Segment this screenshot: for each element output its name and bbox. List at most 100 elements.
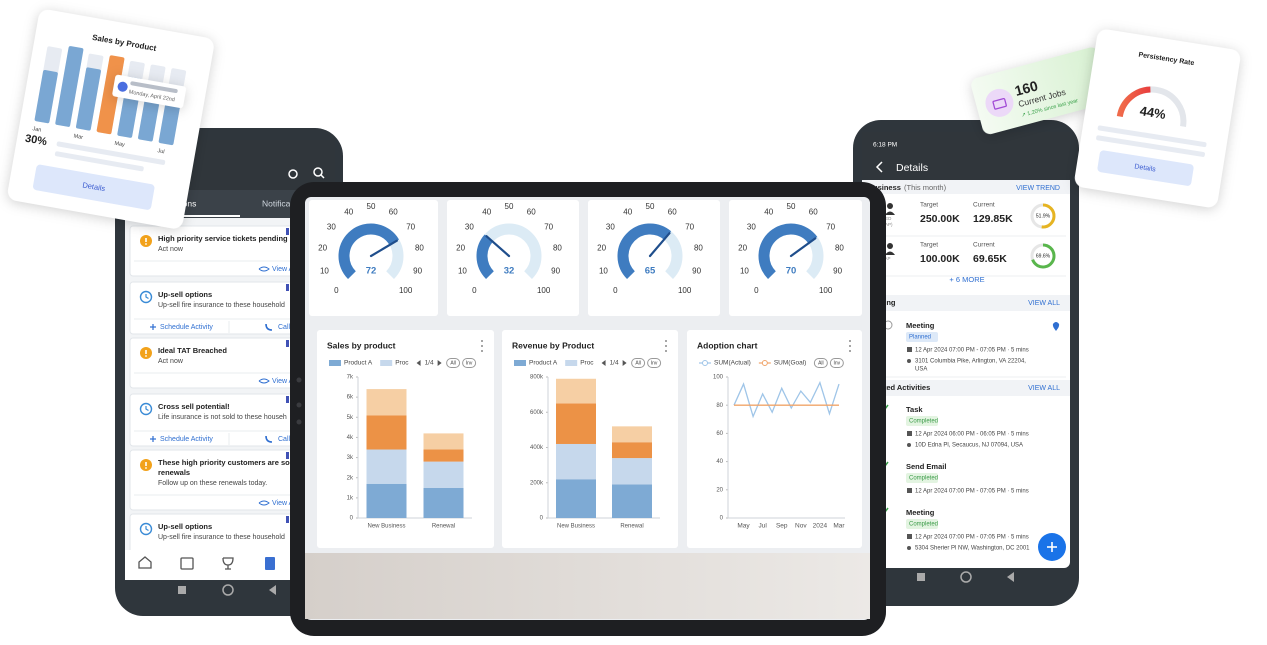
card-subtitle: Up-sell fire insurance to these househol… bbox=[158, 302, 285, 309]
x-tick-label: New Business bbox=[557, 524, 595, 530]
chart-title: Adoption chart bbox=[697, 340, 758, 350]
activity-title: Task bbox=[906, 405, 923, 414]
toggle-button[interactable] bbox=[813, 358, 828, 368]
percent: 30% bbox=[24, 133, 48, 149]
gauge-tick-label: 30 bbox=[606, 222, 615, 231]
suggestion-card: These high priority customers are soonre… bbox=[129, 449, 321, 511]
menu-dot bbox=[849, 340, 851, 342]
gauge-tick-label: 0 bbox=[334, 286, 339, 295]
status-time: 6:18 PM bbox=[873, 142, 897, 149]
current-label: Current bbox=[973, 202, 995, 209]
right-phone: 6:18 PM Details usiness (This month) VIEW TR… bbox=[853, 120, 1079, 606]
activity-address: USA bbox=[915, 367, 927, 373]
placeholder-line bbox=[1097, 125, 1207, 148]
person-icon bbox=[887, 243, 893, 249]
gauge-tick-label: 80 bbox=[553, 243, 562, 252]
card-action[interactable]: View A bbox=[272, 378, 294, 385]
gauge-fill bbox=[1116, 86, 1151, 118]
legend-swatch bbox=[565, 360, 578, 366]
card-title: renewals bbox=[158, 468, 190, 477]
gauge-tick-label: 100 bbox=[537, 286, 551, 295]
card-action[interactable]: Call bbox=[278, 324, 291, 331]
gauge-tick-label: 50 bbox=[787, 202, 796, 211]
chart-card: Revenue by Product Product A Proc 1/4 All Inv… bbox=[502, 330, 678, 548]
alert-dot bbox=[145, 243, 147, 245]
gauge-tick-label: 20 bbox=[318, 243, 327, 252]
card-title: Up-sell options bbox=[158, 290, 212, 299]
toggle-label: All bbox=[635, 360, 641, 366]
clock-icon bbox=[139, 402, 153, 416]
card-title: These high priority customers are soon bbox=[158, 458, 299, 467]
y-tick-label: 3k bbox=[347, 455, 354, 461]
card-action[interactable]: Call bbox=[278, 436, 291, 443]
legend-label: SUM(Actual) bbox=[714, 360, 751, 367]
nav-tasks bbox=[265, 557, 275, 570]
pager-next[interactable] bbox=[437, 360, 442, 366]
search-icon bbox=[313, 167, 323, 177]
sys-back bbox=[917, 573, 925, 581]
card-action[interactable]: View A bbox=[272, 266, 294, 273]
tablet: 7201020304050607080901003201020304050607… bbox=[290, 182, 886, 636]
details-button[interactable] bbox=[32, 164, 155, 210]
gauge-needle bbox=[369, 239, 398, 258]
gauge-value-arc bbox=[758, 223, 818, 279]
toggle-button[interactable] bbox=[829, 358, 844, 368]
card-action[interactable]: Schedule Activity bbox=[160, 436, 213, 443]
alert-dot bbox=[145, 467, 147, 469]
pager-prev[interactable] bbox=[601, 360, 606, 366]
pin-icon bbox=[907, 546, 911, 550]
tooltip-icon bbox=[117, 81, 128, 92]
section-period: (This month) bbox=[904, 183, 947, 192]
toggle-label: All bbox=[818, 360, 824, 366]
menu-dot bbox=[665, 350, 667, 352]
month-label: Mar bbox=[73, 133, 84, 141]
pager-next[interactable] bbox=[622, 360, 627, 366]
status-label: Planned bbox=[909, 335, 931, 341]
section-link[interactable]: VIEW ALL bbox=[1028, 385, 1060, 392]
card-flag bbox=[286, 516, 289, 523]
clock-hands bbox=[145, 294, 149, 300]
x-tick-label: Renewal bbox=[432, 524, 455, 530]
gauge-tick-label: 60 bbox=[668, 207, 677, 216]
toggle-button[interactable] bbox=[462, 358, 477, 368]
gauge-needle bbox=[485, 235, 511, 258]
placeholder-line bbox=[54, 151, 144, 172]
section-link[interactable]: VIEW ALL bbox=[1028, 300, 1060, 307]
details-button[interactable] bbox=[1097, 150, 1194, 187]
gauge-tick-label: 20 bbox=[738, 243, 747, 252]
more-link[interactable]: + 6 MORE bbox=[949, 275, 984, 284]
gauge-value: 32 bbox=[504, 266, 515, 277]
toggle-button[interactable] bbox=[647, 358, 662, 368]
card-flag bbox=[286, 452, 289, 459]
card-subtitle: Life insurance is not sold to these hous… bbox=[158, 414, 287, 421]
legend-label: Product A bbox=[529, 360, 558, 367]
card-flag bbox=[286, 396, 289, 403]
card-subtitle: Follow up on these renewals today. bbox=[158, 480, 267, 487]
status-label: Completed bbox=[909, 522, 938, 528]
card-action[interactable]: View A bbox=[272, 500, 294, 507]
back-icon bbox=[875, 161, 883, 173]
card bbox=[687, 330, 862, 548]
card-subtitle: Act now bbox=[158, 246, 184, 253]
card-action[interactable]: Schedule Activity bbox=[160, 324, 213, 331]
card-title: High priority service tickets pending re… bbox=[158, 234, 301, 243]
toggle-button[interactable] bbox=[631, 358, 646, 368]
y-tick-label: 0 bbox=[350, 516, 354, 522]
suggestion-card: Up-sell options Up-sell fire insurance to… bbox=[129, 513, 321, 557]
x-tick-label: New Business bbox=[367, 524, 405, 530]
gauge-tick-label: 60 bbox=[809, 207, 818, 216]
card-title: Cross sell potential! bbox=[158, 402, 230, 411]
x-tick-label: Mar bbox=[833, 523, 845, 530]
phone-screen bbox=[862, 132, 1070, 568]
status-badge bbox=[906, 332, 938, 342]
pager-prev[interactable] bbox=[416, 360, 421, 366]
toggle-button[interactable] bbox=[446, 358, 461, 368]
activity-address: 10D Edna Pl, Secaucus, NJ 07094, USA bbox=[915, 443, 1023, 449]
clock-icon bbox=[139, 522, 153, 536]
section-link[interactable]: VIEW TREND bbox=[1016, 185, 1060, 192]
calendar-icon bbox=[907, 431, 912, 436]
gauge-tick-label: 100 bbox=[678, 286, 692, 295]
nav-calendar bbox=[180, 557, 194, 570]
